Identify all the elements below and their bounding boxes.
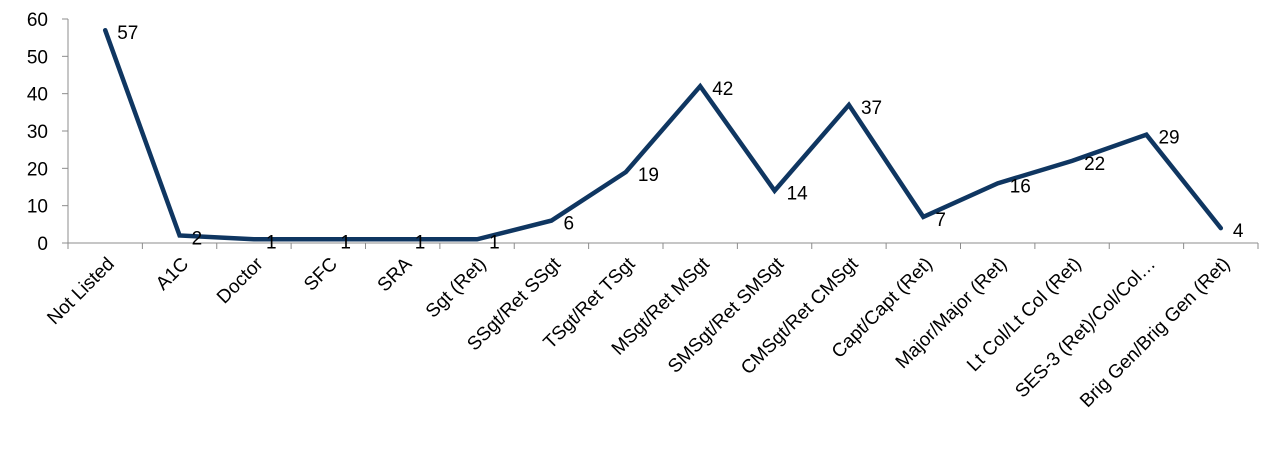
y-tick-label: 10 — [27, 197, 48, 218]
y-tick-label: 0 — [37, 234, 48, 255]
x-tick-label: SRA — [374, 253, 417, 296]
data-label: 4 — [1233, 221, 1244, 242]
data-label: 29 — [1158, 128, 1179, 149]
data-label: 19 — [638, 165, 659, 186]
x-tick-label: SES-3 (Ret)/Col/Col… — [1011, 254, 1159, 402]
data-label: 2 — [192, 229, 203, 250]
data-label: 6 — [563, 214, 574, 235]
data-label: 7 — [935, 210, 946, 231]
data-label: 37 — [861, 98, 882, 119]
y-tick-label: 20 — [27, 159, 48, 180]
data-label: 1 — [489, 232, 500, 253]
series-layer — [102, 27, 1224, 242]
data-label: 22 — [1084, 154, 1105, 175]
data-label: 57 — [117, 23, 138, 44]
data-label: 1 — [340, 232, 351, 253]
x-tick-label: Brig Gen/Brig Gen (Ret) — [1076, 254, 1234, 412]
y-tick-labels: 0 10 20 30 40 50 60 — [27, 10, 48, 255]
x-tick-label: Doctor — [213, 253, 268, 308]
y-tick-label: 40 — [27, 85, 48, 106]
x-tick-label: SFC — [300, 254, 342, 296]
data-label: 42 — [712, 79, 733, 100]
x-tick-label: A1C — [152, 254, 193, 295]
y-tick-label: 30 — [27, 122, 48, 143]
series-line — [102, 27, 1224, 242]
data-label: 14 — [787, 184, 809, 205]
data-label: 1 — [266, 232, 277, 253]
x-tick-label: Not Listed — [43, 254, 118, 329]
category-labels: Not Listed A1C Doctor SFC SRA Sgt (Ret)SSgt/R… — [43, 253, 1234, 412]
data-label: 1 — [415, 232, 426, 253]
y-tick-label: 60 — [27, 10, 48, 31]
data-label: 16 — [1010, 176, 1031, 197]
x-tick-label: Sgt (Ret) — [422, 254, 491, 323]
y-tick-label: 50 — [27, 47, 48, 68]
axes — [62, 18, 1259, 249]
